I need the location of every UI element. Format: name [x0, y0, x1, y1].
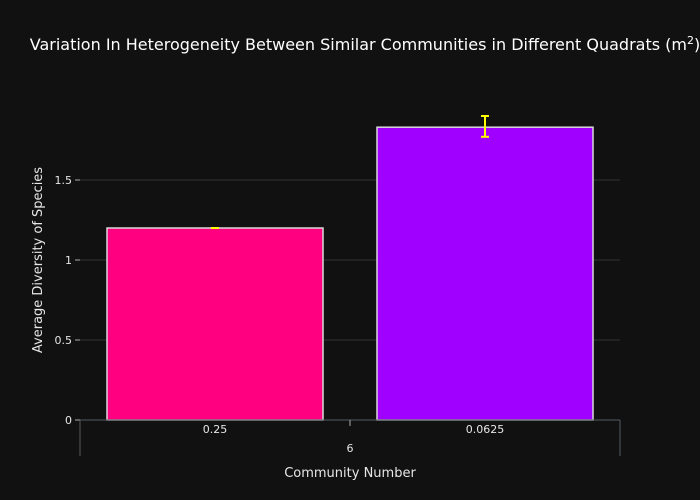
y-tick-label: 1.5 — [55, 174, 73, 187]
y-tick-label: 1 — [65, 254, 72, 267]
bars — [106, 126, 594, 421]
error-bars — [211, 115, 489, 229]
x-tick-label: 0.0625 — [466, 423, 505, 436]
chart-title-main: Variation In Heterogeneity Between Simil… — [30, 35, 687, 54]
y-tick-label: 0.5 — [55, 334, 73, 347]
bar — [376, 126, 594, 421]
x-group-label: 6 — [347, 442, 354, 455]
x-tick-label: 0.25 — [203, 423, 228, 436]
chart-title-superscript: 2 — [687, 34, 694, 47]
chart-title: Variation In Heterogeneity Between Simil… — [30, 34, 700, 55]
tick-labels: 0 0.5 1 1.5 0.25 0.0625 — [55, 174, 505, 436]
bar — [106, 227, 324, 421]
x-axis-title: Community Number — [284, 466, 416, 481]
y-tick-label: 0 — [65, 414, 72, 427]
axes — [75, 179, 621, 456]
chart-title-suffix: ) — [694, 35, 700, 54]
y-axis-title: Average Diversity of Species — [31, 167, 46, 353]
